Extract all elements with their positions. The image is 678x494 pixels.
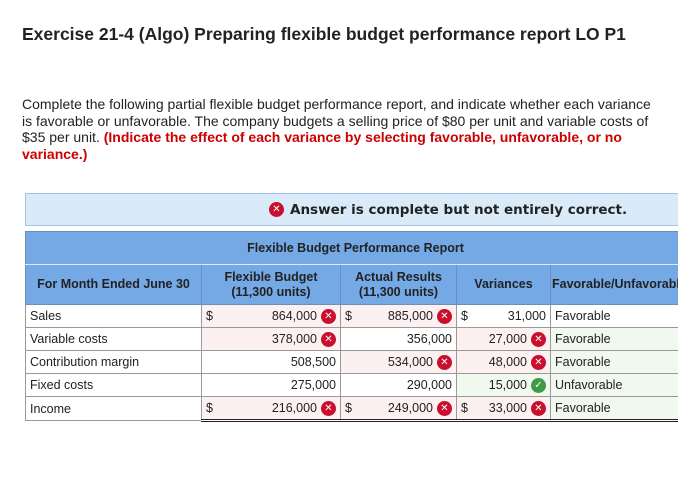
table-row: Contribution margin 508,500 534,000 ✕ 48,000… xyxy=(25,350,678,374)
row-label: Sales xyxy=(25,304,202,328)
currency-symbol: $ xyxy=(206,400,213,415)
flex-value: 864,000 xyxy=(271,309,317,323)
row-label: Income xyxy=(25,396,202,421)
currency-symbol: $ xyxy=(345,308,352,323)
actual-value: 290,000 xyxy=(406,378,452,392)
incorrect-icon: ✕ xyxy=(269,202,284,217)
flex-cell[interactable]: 508,500 xyxy=(201,350,341,374)
table-row: Variable costs 378,000 ✕ 356,000 27,000 ✕ Favo… xyxy=(25,327,678,351)
table-row: Income $216,000 ✕ $249,000 ✕ $33,000 ✕ Favorabl… xyxy=(25,396,678,422)
variance-value: 33,000 xyxy=(488,401,527,415)
report-title: Flexible Budget Performance Report xyxy=(24,231,678,265)
actual-cell[interactable]: 290,000 xyxy=(340,373,457,397)
variance-value: 15,000 xyxy=(488,378,527,392)
flex-value: 378,000 xyxy=(271,332,317,346)
flex-value: 508,500 xyxy=(290,355,336,369)
variance-cell[interactable]: $31,000 xyxy=(456,304,551,328)
correct-icon: ✓ xyxy=(531,377,546,393)
incorrect-icon: ✕ xyxy=(437,400,452,416)
actual-cell[interactable]: 356,000 xyxy=(340,327,457,351)
performance-report-table: Flexible Budget Performance Report For M… xyxy=(24,231,678,422)
actual-cell[interactable]: 534,000 ✕ xyxy=(340,350,457,374)
row-label: Fixed costs xyxy=(25,373,202,397)
header-flexible-budget: Flexible Budget (11,300 units) xyxy=(201,264,341,305)
flex-value: 275,000 xyxy=(290,378,336,392)
actual-cell[interactable]: $249,000 ✕ xyxy=(340,396,457,422)
header-fav-unfav: Favorable/Unfavorable xyxy=(549,264,678,305)
incorrect-icon: ✕ xyxy=(321,308,336,324)
row-label: Variable costs xyxy=(25,327,202,351)
incorrect-icon: ✕ xyxy=(437,308,452,324)
actual-value: 534,000 xyxy=(387,355,433,369)
header-actual-results: Actual Results (11,300 units) xyxy=(340,264,457,305)
variance-cell[interactable]: 48,000 ✕ xyxy=(456,350,551,374)
variance-cell[interactable]: 27,000 ✕ xyxy=(456,327,551,351)
currency-symbol: $ xyxy=(461,309,468,323)
currency-symbol: $ xyxy=(206,308,213,323)
fav-unfav-select[interactable]: Favorable xyxy=(549,396,678,422)
incorrect-icon: ✕ xyxy=(321,400,336,416)
answer-status-banner: ✕ Answer is complete but not entirely cor… xyxy=(25,193,678,226)
table-row: Sales $864,000 ✕ $885,000 ✕ $31,000 Favorable xyxy=(25,304,678,328)
currency-symbol: $ xyxy=(461,400,468,415)
flex-cell[interactable]: 275,000 xyxy=(201,373,341,397)
fav-unfav-select[interactable]: Favorable xyxy=(549,327,678,351)
exercise-title: Exercise 21-4 (Algo) Preparing flexible … xyxy=(22,24,626,44)
flex-cell[interactable]: 378,000 ✕ xyxy=(201,327,341,351)
variance-value: 48,000 xyxy=(488,355,527,369)
fav-unfav-select[interactable]: Unfavorable xyxy=(549,373,678,397)
incorrect-icon: ✕ xyxy=(321,331,336,347)
incorrect-icon: ✕ xyxy=(437,354,452,370)
flex-value: 216,000 xyxy=(271,401,317,415)
variance-value: 27,000 xyxy=(488,332,527,346)
variance-cell[interactable]: 15,000 ✓ xyxy=(456,373,551,397)
instruction-note: (Indicate the effect of each variance by… xyxy=(22,129,622,162)
incorrect-icon: ✕ xyxy=(531,331,546,347)
actual-cell[interactable]: $885,000 ✕ xyxy=(340,304,457,328)
fav-unfav-select[interactable]: Favorable xyxy=(549,304,678,328)
table-row: Fixed costs 275,000 290,000 15,000 ✓ Unfavora… xyxy=(25,373,678,397)
header-variances: Variances xyxy=(456,264,551,305)
banner-text: Answer is complete but not entirely corr… xyxy=(290,201,628,218)
actual-value: 249,000 xyxy=(387,401,433,415)
intro-text: Complete the following partial flexible … xyxy=(22,96,651,145)
incorrect-icon: ✕ xyxy=(531,400,546,416)
flex-cell[interactable]: $864,000 ✕ xyxy=(201,304,341,328)
currency-symbol: $ xyxy=(345,400,352,415)
variance-value: 31,000 xyxy=(507,309,546,323)
header-period: For Month Ended June 30 xyxy=(25,264,202,305)
incorrect-icon: ✕ xyxy=(531,354,546,370)
actual-value: 356,000 xyxy=(406,332,452,346)
instructions: Complete the following partial flexible … xyxy=(22,96,662,162)
fav-unfav-select[interactable]: Favorable xyxy=(549,350,678,374)
flex-cell[interactable]: $216,000 ✕ xyxy=(201,396,341,422)
variance-cell[interactable]: $33,000 ✕ xyxy=(456,396,551,422)
row-label: Contribution margin xyxy=(25,350,202,374)
actual-value: 885,000 xyxy=(387,309,433,323)
